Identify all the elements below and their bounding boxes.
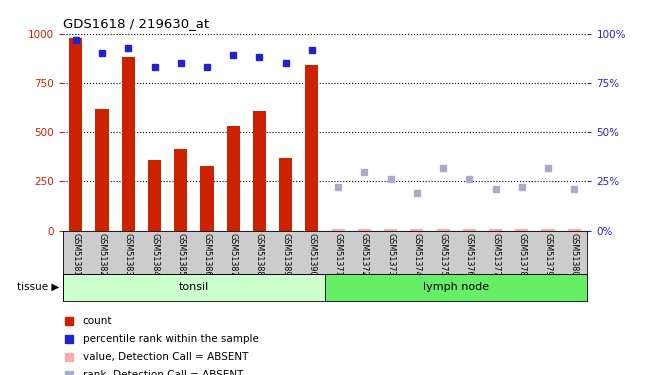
Bar xyxy=(411,229,424,231)
Bar xyxy=(489,229,502,231)
Bar xyxy=(253,111,266,231)
Text: GSM51375: GSM51375 xyxy=(439,233,447,276)
Bar xyxy=(69,38,82,231)
Text: GSM51379: GSM51379 xyxy=(544,233,552,276)
Text: value, Detection Call = ABSENT: value, Detection Call = ABSENT xyxy=(82,352,248,362)
Bar xyxy=(174,149,187,231)
Bar xyxy=(515,229,529,231)
Text: GSM51381: GSM51381 xyxy=(71,233,81,276)
Text: lymph node: lymph node xyxy=(423,282,489,292)
Bar xyxy=(226,126,240,231)
Text: GSM51377: GSM51377 xyxy=(491,233,500,276)
Bar xyxy=(541,229,554,231)
Text: rank, Detection Call = ABSENT: rank, Detection Call = ABSENT xyxy=(82,369,243,375)
Bar xyxy=(436,229,449,231)
Text: GDS1618 / 219630_at: GDS1618 / 219630_at xyxy=(63,17,209,30)
Text: GSM51387: GSM51387 xyxy=(229,233,238,276)
Text: tissue ▶: tissue ▶ xyxy=(17,282,59,292)
Text: GSM51376: GSM51376 xyxy=(465,233,474,276)
Text: percentile rank within the sample: percentile rank within the sample xyxy=(82,334,259,344)
Text: tonsil: tonsil xyxy=(179,282,209,292)
Bar xyxy=(568,229,581,231)
Text: GSM51386: GSM51386 xyxy=(203,233,211,276)
Text: GSM51383: GSM51383 xyxy=(124,233,133,276)
Text: count: count xyxy=(82,316,112,326)
Bar xyxy=(306,65,319,231)
Bar xyxy=(358,229,371,231)
Bar xyxy=(96,109,109,231)
Bar xyxy=(63,274,325,301)
Text: GSM51388: GSM51388 xyxy=(255,233,264,276)
Text: GSM51389: GSM51389 xyxy=(281,233,290,276)
Text: GSM51390: GSM51390 xyxy=(308,233,316,276)
Bar xyxy=(463,229,476,231)
Bar xyxy=(201,166,214,231)
Bar xyxy=(325,274,587,301)
Text: GSM51372: GSM51372 xyxy=(360,233,369,276)
Bar xyxy=(384,229,397,231)
Bar xyxy=(331,229,345,231)
Bar xyxy=(279,158,292,231)
Text: GSM51374: GSM51374 xyxy=(412,233,421,276)
Bar xyxy=(121,57,135,231)
Text: GSM51378: GSM51378 xyxy=(517,233,526,276)
Bar xyxy=(148,160,161,231)
Text: GSM51371: GSM51371 xyxy=(334,233,343,276)
Text: GSM51380: GSM51380 xyxy=(570,233,579,276)
Text: GSM51385: GSM51385 xyxy=(176,233,185,276)
Text: GSM51373: GSM51373 xyxy=(386,233,395,276)
Text: GSM51382: GSM51382 xyxy=(98,233,106,276)
Text: GSM51384: GSM51384 xyxy=(150,233,159,276)
